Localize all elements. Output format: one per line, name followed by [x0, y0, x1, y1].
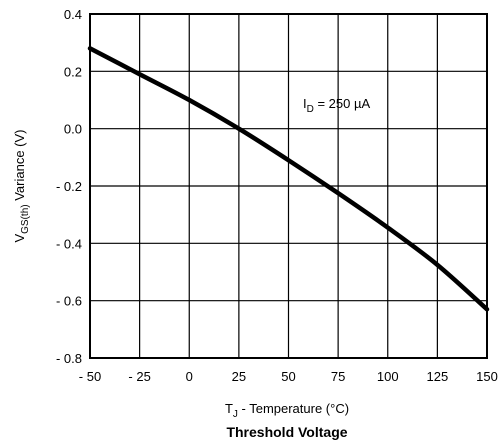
y-tick-label: - 0.2	[56, 179, 82, 194]
y-tick-label: - 0.8	[56, 351, 82, 366]
x-axis-label: TJ - Temperature (°C)	[225, 401, 349, 420]
annotation-id-condition: ID = 250 µA	[303, 96, 370, 115]
chart-caption: Threshold Voltage	[226, 424, 347, 440]
x-tick-label: 0	[186, 369, 193, 384]
x-tick-label: - 50	[79, 369, 101, 384]
x-tick-label: 25	[232, 369, 246, 384]
y-tick-label: - 0.6	[56, 294, 82, 309]
y-axis-label: VGS(th) Variance (V)	[12, 129, 31, 242]
y-tick-label: 0.2	[64, 64, 82, 79]
y-axis-tick-labels: 0.4 0.2 0.0 - 0.2 - 0.4 - 0.6 - 0.8	[56, 7, 82, 366]
x-tick-label: 75	[331, 369, 345, 384]
series-line	[87, 46, 490, 312]
y-tick-label: 0.0	[64, 122, 82, 137]
y-tick-label: 0.4	[64, 7, 82, 22]
y-tick-label: - 0.4	[56, 236, 82, 251]
x-axis-tick-labels: - 50 - 25 0 25 50 75 100 125 150	[79, 369, 498, 384]
x-tick-label: 150	[476, 369, 498, 384]
x-tick-label: - 25	[128, 369, 150, 384]
grid-lines	[89, 13, 488, 359]
x-tick-label: 50	[281, 369, 295, 384]
x-tick-label: 100	[377, 369, 399, 384]
plot-area-frame	[89, 13, 488, 359]
x-tick-label: 125	[427, 369, 449, 384]
